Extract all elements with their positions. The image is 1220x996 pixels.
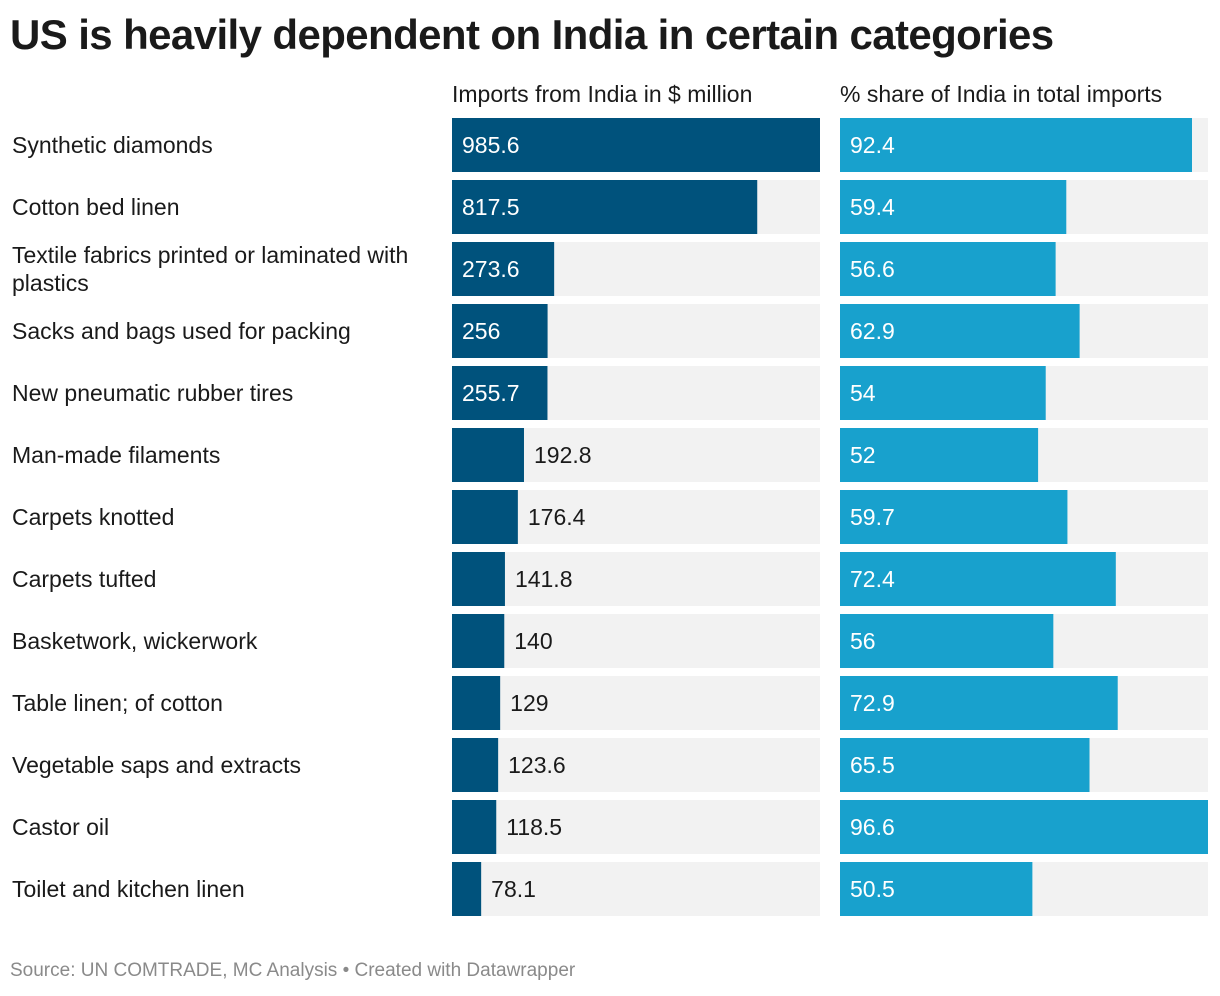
imports-bar bbox=[452, 552, 505, 606]
category-label: Sacks and bags used for packing bbox=[12, 318, 351, 344]
imports-bar bbox=[452, 676, 501, 730]
category-label: Carpets tufted bbox=[12, 566, 156, 592]
share-bar bbox=[840, 800, 1208, 854]
imports-bar bbox=[452, 800, 497, 854]
imports-value-label: 273.6 bbox=[462, 256, 520, 282]
category-label: New pneumatic rubber tires bbox=[12, 380, 293, 406]
share-value-label: 52 bbox=[850, 442, 876, 468]
share-bar bbox=[840, 428, 1039, 482]
category-label: Carpets knotted bbox=[12, 504, 174, 530]
share-bar bbox=[840, 862, 1033, 916]
category-label: Castor oil bbox=[12, 814, 109, 840]
imports-value-label: 140 bbox=[514, 628, 552, 654]
imports-value-label: 255.7 bbox=[462, 380, 520, 406]
imports-bar bbox=[452, 614, 505, 668]
share-value-label: 59.4 bbox=[850, 194, 895, 220]
share-bar bbox=[840, 490, 1068, 544]
imports-value-label: 192.8 bbox=[534, 442, 592, 468]
category-label: Cotton bed linen bbox=[12, 194, 180, 220]
share-value-label: 72.4 bbox=[850, 566, 895, 592]
imports-bar bbox=[452, 366, 548, 420]
share-value-label: 50.5 bbox=[850, 876, 895, 902]
imports-track bbox=[452, 800, 820, 854]
share-bar bbox=[840, 304, 1080, 358]
category-label: Vegetable saps and extracts bbox=[12, 752, 301, 778]
share-value-label: 54 bbox=[850, 380, 876, 406]
imports-value-label: 123.6 bbox=[508, 752, 566, 778]
share-value-label: 96.6 bbox=[850, 814, 895, 840]
imports-track bbox=[452, 738, 820, 792]
imports-column-header: Imports from India in $ million bbox=[452, 81, 753, 107]
imports-bar bbox=[452, 490, 518, 544]
share-bar bbox=[840, 738, 1090, 792]
share-value-label: 92.4 bbox=[850, 132, 895, 158]
share-value-label: 56 bbox=[850, 628, 876, 654]
share-bar bbox=[840, 242, 1056, 296]
imports-track bbox=[452, 862, 820, 916]
imports-bar bbox=[452, 428, 524, 482]
imports-track bbox=[452, 614, 820, 668]
imports-bar bbox=[452, 118, 820, 172]
category-label: Toilet and kitchen linen bbox=[12, 876, 245, 902]
category-label: Table linen; of cotton bbox=[12, 690, 223, 716]
imports-value-label: 141.8 bbox=[515, 566, 573, 592]
share-value-label: 65.5 bbox=[850, 752, 895, 778]
category-label: Man-made filaments bbox=[12, 442, 220, 468]
share-bar bbox=[840, 552, 1116, 606]
imports-value-label: 118.5 bbox=[506, 814, 562, 840]
imports-value-label: 176.4 bbox=[528, 504, 586, 530]
share-bar bbox=[840, 614, 1054, 668]
share-bar bbox=[840, 118, 1192, 172]
share-value-label: 59.7 bbox=[850, 504, 895, 530]
imports-track bbox=[452, 676, 820, 730]
category-label: Textile fabrics printed or laminated wit… bbox=[12, 242, 408, 296]
chart-title: US is heavily dependent on India in cert… bbox=[10, 11, 1054, 58]
imports-value-label: 985.6 bbox=[462, 132, 520, 158]
share-bar bbox=[840, 180, 1067, 234]
share-bar bbox=[840, 676, 1118, 730]
imports-bar bbox=[452, 862, 482, 916]
imports-track bbox=[452, 552, 820, 606]
share-bar bbox=[840, 366, 1046, 420]
imports-value-label: 78.1 bbox=[491, 876, 536, 902]
imports-value-label: 129 bbox=[510, 690, 548, 716]
share-value-label: 56.6 bbox=[850, 256, 895, 282]
imports-bar bbox=[452, 738, 499, 792]
share-column-header: % share of India in total imports bbox=[840, 81, 1163, 107]
imports-value-label: 256 bbox=[462, 318, 500, 344]
imports-bar bbox=[452, 180, 758, 234]
imports-bar bbox=[452, 242, 555, 296]
imports-bar bbox=[452, 304, 548, 358]
category-label: Synthetic diamonds bbox=[12, 132, 213, 158]
source-note: Source: UN COMTRADE, MC Analysis • Creat… bbox=[10, 960, 576, 981]
category-label: Basketwork, wickerwork bbox=[12, 628, 258, 654]
imports-value-label: 817.5 bbox=[462, 194, 520, 220]
share-value-label: 72.9 bbox=[850, 690, 895, 716]
share-value-label: 62.9 bbox=[850, 318, 895, 344]
